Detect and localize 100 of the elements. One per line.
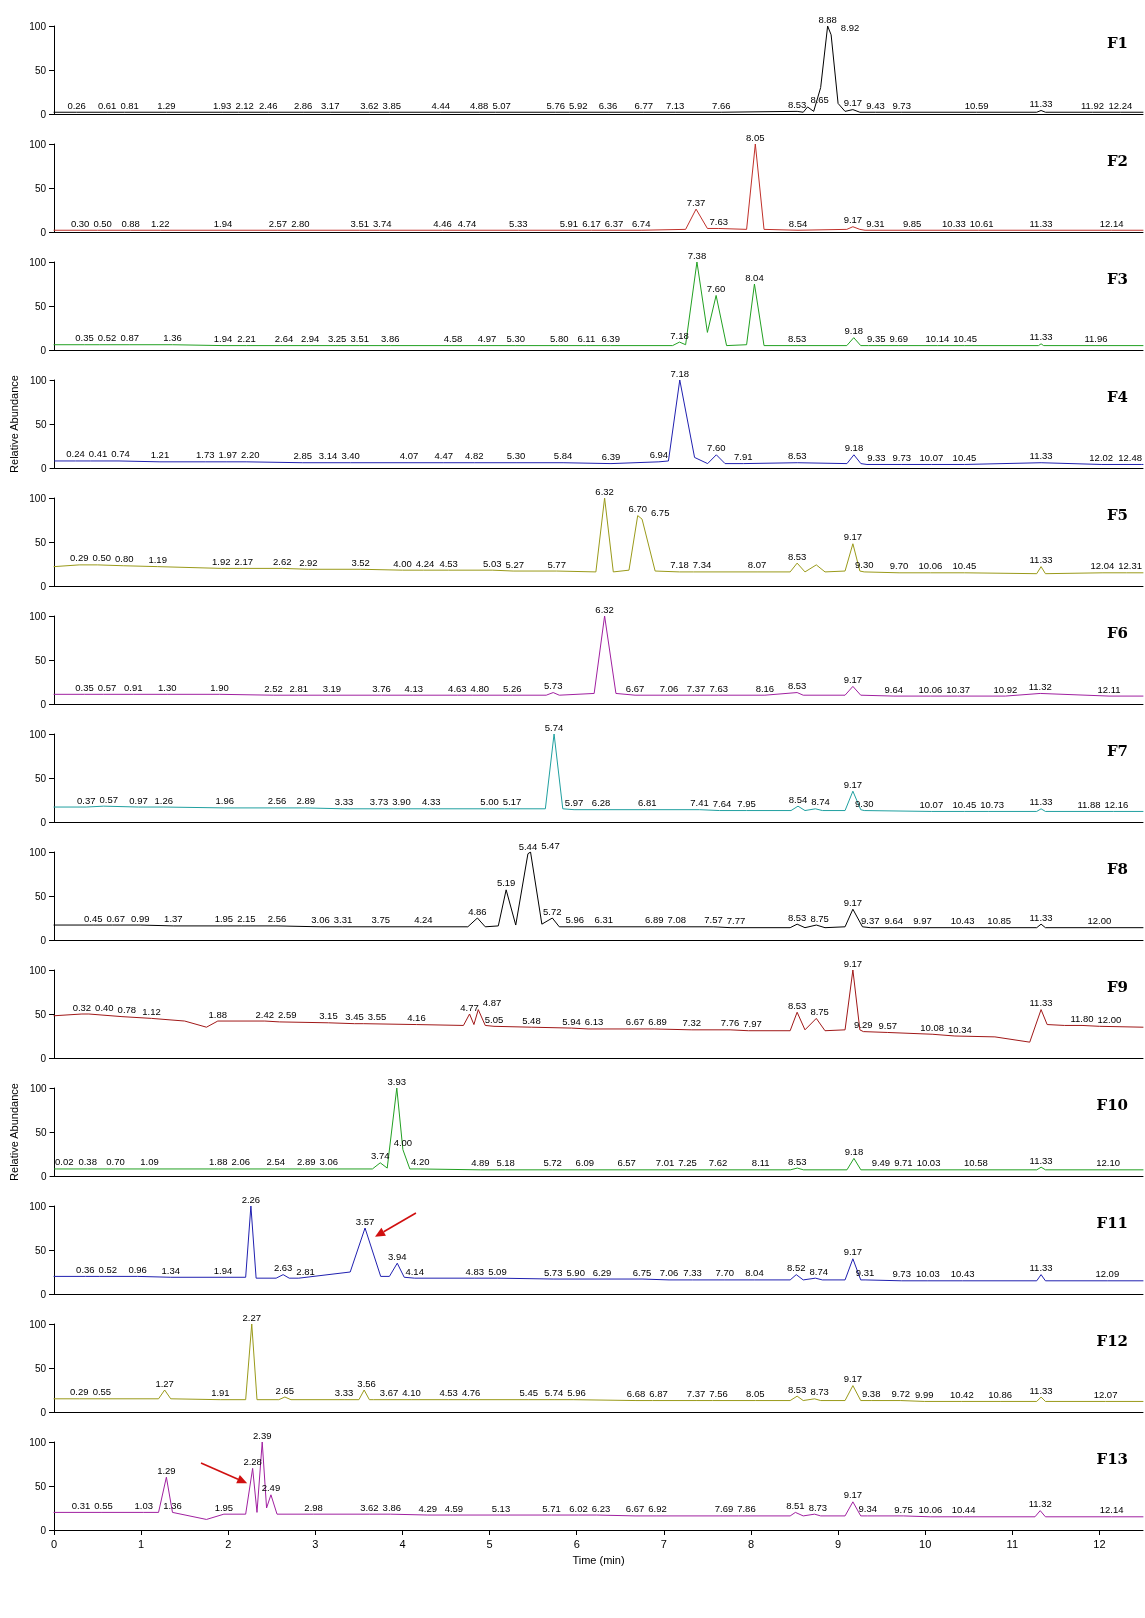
- x-tick-label: 4: [399, 1537, 406, 1550]
- annotation: 9.17: [843, 673, 863, 685]
- y-axis-title: Relative Abundance: [7, 375, 20, 473]
- annotation: 9.18: [844, 325, 864, 337]
- annotation: 9.17: [843, 957, 863, 969]
- annotation: 4.83: [465, 1265, 485, 1277]
- annotation: 5.73: [543, 680, 563, 692]
- y-tick-label: 0: [40, 816, 47, 828]
- annotation: 10.37: [946, 683, 971, 695]
- annotation: 0.61: [97, 99, 117, 111]
- line-series: [53, 615, 1144, 697]
- annotation: 7.91: [734, 451, 753, 463]
- annotation: 9.17: [843, 896, 863, 908]
- annotation: 8.53: [787, 333, 807, 345]
- annotation: 0.36: [76, 1263, 95, 1275]
- text: F6: [1106, 623, 1129, 642]
- annotation: 3.85: [382, 99, 402, 111]
- text: F4: [1106, 387, 1129, 406]
- annotation: 3.15: [319, 1010, 338, 1022]
- annotation: 0.41: [88, 448, 108, 460]
- annotation: 3.14: [318, 450, 338, 462]
- annotation: 0.35: [75, 332, 94, 344]
- annotation: 10.43: [950, 915, 975, 927]
- annotation: 5.76: [546, 99, 566, 111]
- annotation: 0.87: [120, 332, 140, 344]
- y-tick-label: 0: [40, 580, 47, 592]
- annotation: 4.53: [439, 1387, 458, 1399]
- annotation: 1.95: [214, 913, 234, 925]
- annotation: 7.06: [659, 682, 679, 694]
- annotation: 6.36: [598, 99, 618, 111]
- annotation: 10.92: [993, 683, 1018, 695]
- annotation: 8.75: [810, 912, 829, 924]
- annotation: 12.09: [1095, 1268, 1120, 1280]
- y-tick-label: 100: [29, 728, 47, 740]
- annotation: 12.24: [1108, 99, 1133, 111]
- annotation: 3.31: [333, 914, 353, 926]
- line-series: [53, 969, 1144, 1043]
- annotation: 5.96: [565, 914, 585, 926]
- annotation: 5.03: [482, 557, 502, 569]
- y-tick-label: 50: [34, 536, 47, 548]
- x-tick-label: 2: [225, 1537, 232, 1550]
- annotation: 6.29: [592, 1266, 612, 1278]
- annotation: 3.40: [341, 450, 360, 462]
- annotation: 10.61: [969, 217, 994, 229]
- annotation: 4.00: [393, 1137, 413, 1149]
- x-tick-label: 10: [919, 1537, 932, 1550]
- annotation: 7.37: [686, 196, 706, 208]
- annotation: 2.64: [274, 333, 294, 345]
- annotation: 1.91: [211, 1387, 230, 1399]
- annotation: 5.90: [566, 1266, 585, 1278]
- y-tick-label: 0: [40, 698, 47, 710]
- annotation: 1.27: [155, 1377, 174, 1389]
- annotation: 7.06: [659, 1267, 679, 1279]
- annotation: 4.10: [402, 1387, 421, 1399]
- annotation: 8.53: [787, 911, 807, 923]
- annotation: 3.51: [350, 217, 370, 229]
- annotation: 8.75: [810, 1005, 829, 1017]
- y-tick-label: 50: [34, 772, 47, 784]
- annotation: 10.59: [964, 99, 989, 111]
- annotation: 2.46: [259, 99, 278, 111]
- annotation: 9.38: [861, 1388, 881, 1400]
- annotation: 8.07: [747, 559, 767, 571]
- annotation: 9.85: [902, 217, 922, 229]
- annotation: 2.26: [241, 1193, 261, 1205]
- y-tick-label: 50: [34, 1362, 47, 1374]
- annotation: 5.97: [564, 797, 584, 809]
- annotation: 3.74: [373, 217, 392, 229]
- annotation: 10.06: [918, 683, 943, 695]
- annotation: 3.57: [355, 1215, 375, 1227]
- annotation: 9.64: [884, 915, 904, 927]
- text: F2: [1106, 151, 1129, 170]
- annotation: 10.08: [920, 1021, 945, 1033]
- annotation: 8.53: [787, 680, 807, 692]
- annotation: 0.91: [124, 681, 143, 693]
- annotation: 5.96: [567, 1387, 586, 1399]
- annotation: 7.08: [667, 914, 686, 926]
- annotation: 6.89: [648, 1016, 667, 1028]
- y-tick-label: 100: [29, 610, 47, 622]
- annotation: 4.46: [433, 217, 452, 229]
- y-tick-label: 100: [29, 1082, 48, 1094]
- annotation: 5.17: [502, 796, 522, 808]
- annotation: 3.76: [372, 682, 391, 694]
- annotation: 9.30: [854, 798, 874, 810]
- annotation: 6.81: [638, 797, 657, 809]
- annotation: 0.31: [71, 1499, 91, 1511]
- annotation: 0.52: [97, 332, 117, 344]
- y-tick-label: 0: [40, 1524, 47, 1536]
- annotation: 7.25: [678, 1157, 697, 1169]
- annotation: 9.69: [889, 333, 908, 345]
- annotation: 7.34: [692, 559, 712, 571]
- annotation: 6.67: [625, 1503, 645, 1515]
- annotation: 2.65: [275, 1384, 295, 1396]
- annotation: 9.34: [858, 1503, 877, 1515]
- y-tick-label: 0: [41, 462, 48, 474]
- annotation: 3.74: [370, 1150, 390, 1162]
- y-tick-label: 0: [41, 1170, 48, 1182]
- annotation: 12.14: [1099, 1504, 1124, 1516]
- annotation: 0.70: [106, 1156, 125, 1168]
- annotation: 3.86: [381, 333, 400, 345]
- annotation: 4.82: [465, 450, 484, 462]
